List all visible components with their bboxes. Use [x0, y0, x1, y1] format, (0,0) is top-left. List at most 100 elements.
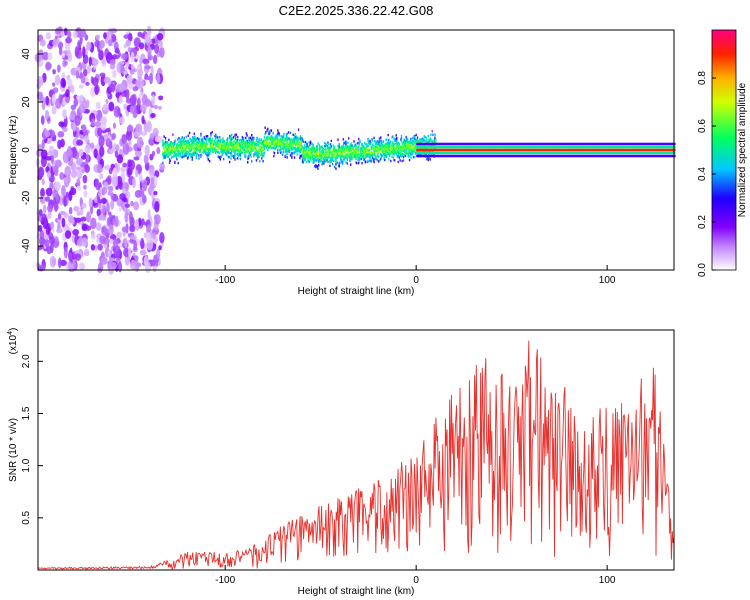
spectrogram-cell: [477, 148, 479, 152]
spectrogram-cell: [562, 145, 564, 149]
spectrogram-cell: [323, 154, 325, 157]
spectrogram-cell: [524, 145, 526, 149]
spectrogram-cell: [428, 151, 431, 155]
spectrogram-cell: [584, 151, 586, 155]
spectrogram-cell: [539, 145, 541, 149]
spectrogram-cell: [398, 154, 400, 158]
spectrogram-cell: [501, 151, 503, 155]
spectrogram-cell: [440, 148, 442, 152]
spectrogram-cell: [511, 148, 514, 152]
spectrogram-cell: [406, 147, 408, 150]
spectrogram-cell: [482, 145, 484, 149]
spectrogram-cell: [142, 180, 148, 192]
spectrogram-cell: [550, 151, 553, 155]
spectrogram-cell: [303, 144, 306, 147]
spectrogram-cell: [392, 141, 394, 144]
spectrogram-cell: [396, 141, 398, 145]
spectrogram-cell: [58, 121, 65, 127]
spectrogram-cell: [493, 154, 496, 158]
spectrogram-cell: [546, 142, 549, 146]
spectrogram-cell: [309, 147, 311, 151]
spectrogram-cell: [571, 148, 574, 152]
spectrogram-cell: [402, 140, 405, 144]
spectrogram-cell: [310, 155, 312, 159]
spectrogram-cell: [200, 132, 202, 136]
spectrogram-cell: [83, 190, 88, 198]
spectrogram-cell: [571, 142, 574, 146]
spectrogram-cell: [550, 148, 553, 152]
spectrogram-cell: [109, 59, 116, 65]
spectrogram-cell: [174, 160, 176, 164]
spectrogram-cell: [41, 178, 45, 186]
spectrogram-cell: [85, 99, 90, 109]
spectrogram-cell: [239, 142, 241, 145]
spectrogram-cell: [110, 199, 115, 210]
spectrogram-cell: [125, 39, 131, 47]
spectrogram-cell: [243, 139, 245, 142]
spectrogram-cell: [442, 151, 445, 155]
spectrogram-cell: [603, 151, 605, 155]
spectrogram-cell: [595, 154, 598, 158]
spectrogram-cell: [151, 94, 156, 106]
spectrogram-cell: [58, 46, 63, 56]
spectrogram-cell: [550, 154, 553, 158]
spectrogram-cell: [585, 145, 587, 149]
spectrogram-cell: [330, 139, 332, 143]
spectrogram-cell: [519, 148, 521, 152]
spectrogram-cell: [510, 154, 513, 158]
spectrogram-cell: [621, 154, 624, 158]
spectrogram-cell: [354, 150, 357, 154]
spectrogram-cell: [75, 70, 80, 79]
spectrogram-cell: [435, 151, 437, 155]
spectrogram-cell: [479, 151, 481, 155]
spectrogram-cell: [490, 145, 493, 149]
spectrogram-cell: [422, 144, 424, 147]
spectrogram-cell: [196, 137, 199, 140]
spectrogram-cell: [126, 126, 131, 132]
spectrogram-cell: [580, 142, 583, 146]
spectrogram-cell: [496, 151, 498, 155]
spectrogram-cell: [427, 154, 430, 158]
spectrogram-cell: [287, 131, 290, 134]
spectrogram-cell: [349, 152, 351, 155]
spectrogram-cell: [551, 154, 554, 158]
spectrogram-cell: [65, 149, 73, 157]
spectrogram-cell: [255, 145, 257, 148]
spectrogram-cell: [339, 146, 342, 149]
spectrogram-cell: [432, 154, 434, 158]
spectrogram-cell: [367, 159, 369, 163]
spectrogram-cell: [444, 148, 447, 152]
spectrogram-cell: [540, 142, 542, 146]
spectrogram-cell: [200, 145, 203, 149]
spectrogram-cell: [440, 151, 442, 155]
spectrogram-cell: [113, 105, 121, 118]
spectrogram-cell: [568, 145, 571, 149]
spectrogram-cell: [152, 127, 159, 137]
spectrogram-cell: [437, 145, 439, 149]
spectrogram-cell: [567, 148, 569, 152]
spectrogram-cell: [638, 148, 641, 152]
spectrogram-cell: [311, 157, 314, 160]
spectrogram-cell: [45, 32, 51, 40]
spectrogram-cell: [448, 148, 451, 152]
spectrogram-cell: [430, 151, 433, 155]
spectrogram-cell: [448, 154, 451, 158]
spectrogram-cell: [282, 146, 284, 149]
spectrogram-cell: [431, 145, 434, 149]
spectrogram-cell: [410, 156, 412, 159]
spectrogram-cell: [167, 155, 169, 159]
spectrogram-cell: [502, 151, 504, 155]
spectrogram-cell: [191, 156, 193, 159]
spectrogram-cell: [120, 53, 128, 60]
spectrogram-cell: [410, 137, 413, 141]
spectrogram-cell: [501, 148, 503, 152]
spectrogram-cell: [482, 148, 484, 152]
spectrogram-cell: [247, 161, 249, 164]
spectrogram-cell: [518, 154, 520, 158]
spectrogram-cell: [520, 148, 522, 152]
spectrogram-cell: [264, 144, 266, 147]
spectrogram-cell: [345, 155, 347, 159]
spectrogram-cell: [460, 148, 462, 152]
spectrogram-cell: [285, 142, 288, 145]
spectrogram-cell: [433, 145, 435, 149]
